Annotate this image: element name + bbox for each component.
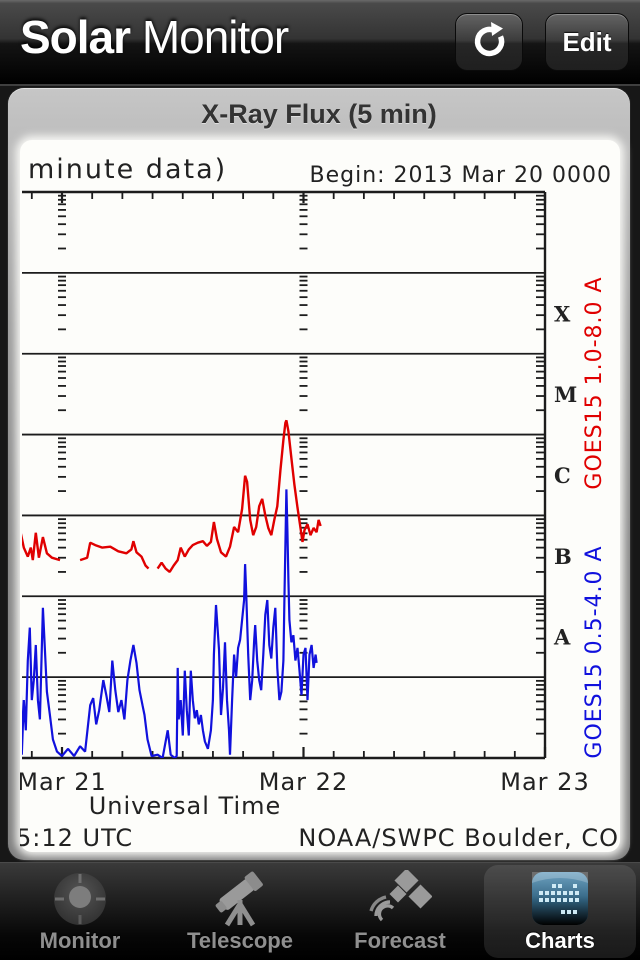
chart-dots-icon [531, 870, 589, 928]
series-short [22, 489, 318, 758]
nav-bar: Solar Monitor Edit [0, 0, 640, 86]
chart-card-title: X-Ray Flux (5 min) [201, 99, 437, 129]
tab-telescope[interactable]: Telescope [164, 865, 316, 958]
tab-charts[interactable]: Charts [484, 865, 636, 958]
tab-telescope-label: Telescope [187, 928, 293, 953]
x-tick-label: Mar 21 [20, 768, 107, 796]
series-long [22, 419, 322, 573]
updated-time-label: 5:12 UTC [20, 824, 133, 852]
x-axis-title: Universal Time [89, 792, 282, 820]
band-label-C: C [554, 463, 571, 488]
telescope-icon [210, 870, 270, 928]
band-label-X: X [554, 301, 571, 326]
band-label-A: A [553, 625, 571, 650]
app-title-light: Monitor [130, 11, 289, 63]
begin-label: Begin: 2013 Mar 20 0000 [309, 163, 612, 188]
tab-forecast[interactable]: Forecast [324, 865, 476, 958]
tab-bar: Monitor Telescope [0, 862, 640, 960]
right-axis-label-short: GOES15 0.5-4.0 A [582, 545, 607, 758]
chart-title-partial: minute data) [28, 154, 227, 185]
band-label-B: B [554, 544, 572, 569]
edit-button[interactable]: Edit [545, 13, 629, 71]
xray-flux-chart: minute data) Begin: 2013 Mar 20 0000 X M C B A… [20, 140, 620, 852]
x-tick-label: Mar 23 [500, 768, 589, 796]
content-area: X-Ray Flux (5 min) minute data) Begin: 20… [0, 84, 640, 862]
satellite-icon [368, 870, 432, 928]
tab-charts-label: Charts [525, 928, 595, 953]
refresh-button[interactable] [455, 13, 523, 71]
app-title: Solar Monitor [20, 10, 289, 64]
tab-forecast-label: Forecast [354, 928, 446, 953]
chart-card: X-Ray Flux (5 min) minute data) Begin: 20… [8, 88, 630, 860]
sun-target-icon [50, 870, 110, 928]
x-tick-label: Mar 22 [259, 768, 348, 796]
refresh-icon [470, 21, 508, 64]
right-axis-label-long: GOES15 1.0-8.0 A [582, 276, 607, 489]
source-label: NOAA/SWPC Boulder, CO [298, 824, 619, 852]
tab-monitor-label: Monitor [39, 928, 121, 953]
chart-svg: minute data) Begin: 2013 Mar 20 0000 X M C B A… [20, 154, 619, 852]
band-label-M: M [554, 382, 577, 407]
tab-monitor[interactable]: Monitor [4, 865, 156, 958]
app-title-bold: Solar [20, 11, 131, 63]
